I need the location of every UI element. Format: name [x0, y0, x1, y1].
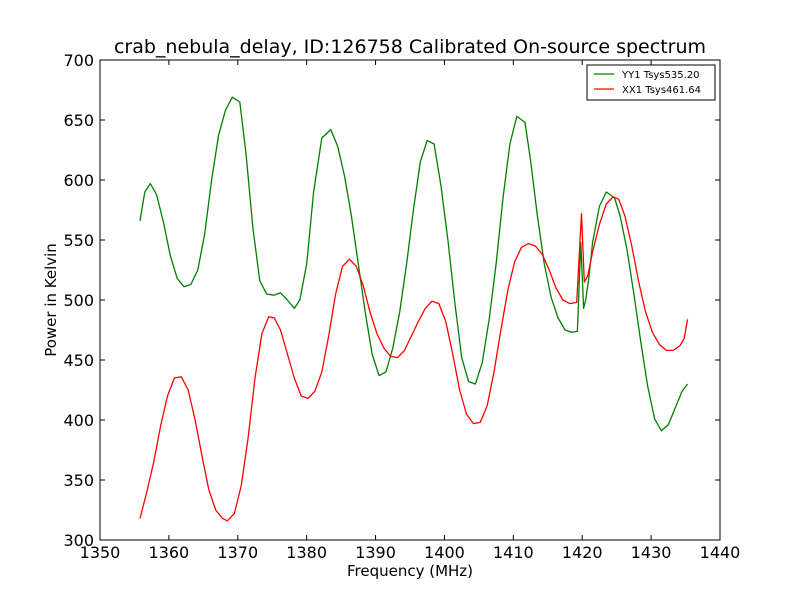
legend-label-xx1: XX1 Tsys461.64 [622, 85, 701, 96]
x-tick-label: 1370 [217, 543, 258, 562]
y-tick-label: 350 [63, 471, 94, 490]
y-tick-label: 600 [63, 171, 94, 190]
y-tick-label: 700 [63, 51, 94, 70]
legend-label-yy1: YY1 Tsys535.20 [621, 70, 700, 81]
x-tick-label: 1410 [493, 543, 534, 562]
series-line-xx1 [139, 196, 689, 522]
y-tick-label: 400 [63, 411, 94, 430]
y-tick-label: 650 [63, 111, 94, 130]
x-tick-label: 1400 [424, 543, 465, 562]
x-axis-label: Frequency (MHz) [347, 562, 473, 580]
series-line-yy1 [139, 96, 689, 432]
legend-box [586, 64, 716, 101]
y-tick-label: 550 [63, 231, 94, 250]
x-tick-label: 1380 [286, 543, 327, 562]
y-axis-ticks: 300 350 400 450 500 550 600 650 700 [63, 51, 720, 550]
x-axis-ticks: 1350 1360 1370 1380 1390 1400 1410 1420 1430 1440 [80, 60, 741, 562]
x-tick-label: 1420 [562, 543, 603, 562]
x-tick-label: 1390 [355, 543, 396, 562]
y-tick-label: 500 [63, 291, 94, 310]
x-tick-label: 1350 [80, 543, 121, 562]
y-tick-label: 450 [63, 351, 94, 370]
legend: YY1 Tsys535.20 XX1 Tsys461.64 [586, 64, 716, 101]
y-axis-label: Power in Kelvin [42, 243, 60, 357]
x-tick-label: 1360 [149, 543, 190, 562]
y-tick-label: 300 [63, 531, 94, 550]
series-layer [139, 96, 689, 522]
x-tick-label: 1440 [700, 543, 741, 562]
x-tick-label: 1430 [631, 543, 672, 562]
chart-title: crab_nebula_delay, ID:126758 Calibrated … [114, 36, 706, 58]
